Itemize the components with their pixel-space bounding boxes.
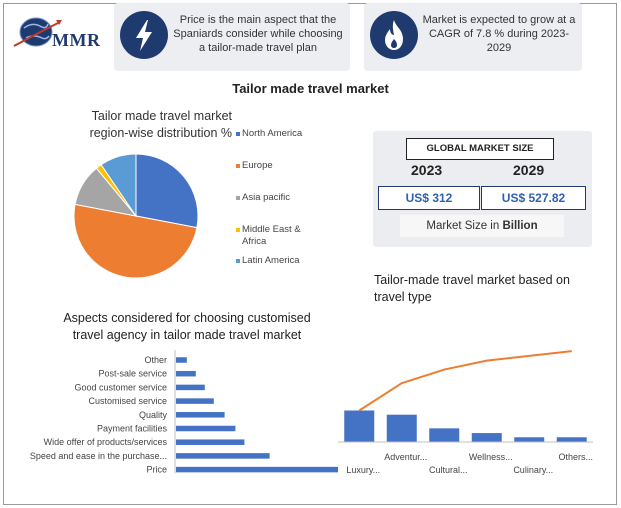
bar [176,412,225,418]
x-tick-label: Adventur... [384,452,427,462]
cumulative-line [358,350,572,412]
pie-slice [135,153,199,229]
pie-chart-title: Tailor made travel market region-wise di… [89,109,232,140]
legend-swatch [236,164,240,168]
travel-type-chart: Luxury... Adventur...Cultural...Wellness.… [338,350,593,475]
category-label: Quality [139,410,168,420]
bar [176,439,245,445]
year-end: 2029 [513,162,545,178]
bar [344,410,375,442]
callout-text: Market is expected to grow at a CAGR of … [422,14,576,54]
x-tick-label: Others... [558,452,593,462]
main-title: Tailor made travel market [232,81,389,96]
category-label: Price [146,465,167,475]
legend-item: Asia pacific [236,192,326,204]
bar [176,466,338,473]
legend-label: Latin America [242,255,300,266]
market-value-end: US$ 527.82 [481,186,586,210]
globe-icon [13,17,62,47]
flame-icon [370,11,418,59]
global-market-size-panel: GLOBAL MARKET SIZE 2023 2029 US$ 312 US$… [373,131,592,247]
bar [176,398,214,404]
year-start: 2023 [411,162,443,178]
aspects-bar-chart: Other Post-sale service Good customer serv… [30,350,338,475]
bar [429,428,460,442]
legend-swatch [236,259,240,263]
callout-cagr: Market is expected to grow at a CAGR of … [364,3,582,71]
market-value-start: US$ 312 [378,186,480,210]
bar [176,357,187,363]
legend-label: Middle East & Africa [242,224,301,247]
x-tick-label: Culinary... [513,465,553,475]
legend-swatch [236,196,240,200]
pie-slice [100,153,137,218]
bar [176,384,205,391]
unit-bold: Billion [502,220,538,232]
category-label: Speed and ease in the purchase... [30,451,167,461]
lightning-icon [120,11,168,59]
legend-swatch [236,228,240,232]
callout-text: Price is the main aspect that the Spania… [173,14,343,54]
x-tick-label: Wellness... [469,452,513,462]
legend-item: North America [236,128,326,140]
legend-item: Middle East & Africa [236,224,326,248]
category-label: Customised service [88,396,167,406]
callout-price-aspect: Price is the main aspect that the Spania… [114,3,350,71]
bar [514,437,545,442]
unit-prefix: Market Size in [426,220,503,232]
x-tick-label: Luxury... [346,465,380,475]
legend-label: Asia pacific [242,192,291,203]
category-label: Payment facilities [97,424,168,434]
legend-swatch [236,132,240,136]
category-label: Post-sale service [98,369,167,379]
mmr-logo [12,12,112,56]
legend-item: Latin America [236,255,326,267]
bar [176,425,236,432]
bar [386,414,417,442]
category-label: Wide offer of products/services [44,437,168,447]
aspects-chart-title: Aspects considered for choosing customis… [63,311,311,342]
category-label: Other [144,355,167,365]
legend-label: Europe [242,160,273,171]
logo-text: MMR [52,30,101,50]
x-tick-label: Cultural... [429,465,468,475]
pie-chart [73,153,199,279]
legend-label: North America [242,128,303,139]
bar [176,370,196,377]
bar [556,437,587,442]
market-size-header: GLOBAL MARKET SIZE [406,138,554,160]
pie-slice [73,203,198,279]
travel-type-chart-title: Tailor-made travel market based on trave… [374,273,570,304]
category-label: Good customer service [74,382,167,392]
legend-item: Europe [236,160,326,172]
market-size-unit: Market Size in Billion [400,215,564,237]
bar [176,453,270,459]
bar [471,433,502,442]
